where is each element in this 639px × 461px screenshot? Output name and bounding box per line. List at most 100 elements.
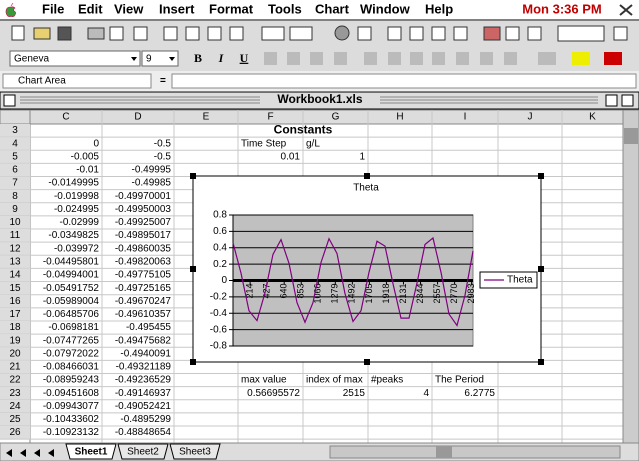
cut-button[interactable] (163, 26, 178, 41)
selection-handle[interactable] (190, 266, 196, 272)
font-dropdown[interactable] (131, 57, 137, 61)
borders-button[interactable] (538, 52, 556, 65)
outdent-button[interactable] (504, 52, 517, 65)
column-header[interactable]: F (267, 112, 273, 123)
cell[interactable]: max value (241, 375, 287, 386)
cell[interactable]: -0.039972 (54, 243, 99, 254)
sheet-tab-label[interactable]: Sheet3 (179, 447, 211, 458)
zoom-box[interactable] (557, 25, 605, 42)
menu-item[interactable]: Chart (315, 1, 350, 16)
decrease-decimal-button[interactable] (456, 52, 469, 65)
name-box[interactable] (2, 73, 152, 89)
format-painter-button[interactable] (229, 26, 244, 41)
cell[interactable]: -0.49995 (132, 165, 172, 176)
tab-scroll-arrow[interactable] (48, 449, 54, 457)
menu-item[interactable]: Edit (78, 1, 103, 16)
cell[interactable]: -0.0349825 (48, 230, 99, 241)
cell[interactable]: -0.495455 (126, 322, 171, 333)
tab-scroll-arrow[interactable] (6, 449, 12, 457)
chart-wizard-button[interactable] (483, 26, 501, 41)
row-header[interactable]: 26 (9, 427, 21, 438)
function-button[interactable] (409, 26, 424, 41)
row-header[interactable]: 22 (9, 375, 21, 386)
cell[interactable]: index of max (306, 375, 363, 386)
cell[interactable]: 1 (359, 151, 365, 162)
map-button[interactable] (505, 26, 520, 41)
cell[interactable]: 2515 (343, 388, 366, 399)
row-header[interactable]: 14 (9, 270, 21, 281)
cell[interactable]: -0.49475682 (115, 335, 172, 346)
cell[interactable]: -0.10433602 (43, 414, 100, 425)
cell[interactable]: -0.49725165 (115, 283, 172, 294)
horizontal-scrollbar[interactable] (329, 445, 621, 459)
sheet-tab[interactable] (65, 443, 117, 460)
column-header[interactable]: H (396, 112, 403, 123)
new-button[interactable] (11, 25, 25, 41)
cell[interactable]: -0.4940091 (120, 348, 171, 359)
cell[interactable]: 0.01 (281, 151, 301, 162)
font-box[interactable] (9, 50, 141, 67)
merge-button[interactable] (334, 52, 347, 65)
sheet-tab[interactable] (117, 443, 169, 460)
help-button[interactable] (613, 26, 628, 41)
cell[interactable]: -0.49950003 (115, 204, 172, 215)
cell[interactable]: -0.5 (154, 151, 172, 162)
menu-item[interactable]: Insert (159, 1, 195, 16)
row-header[interactable]: 10 (9, 217, 21, 228)
row-header[interactable]: 9 (12, 204, 18, 215)
row-header[interactable]: 11 (10, 230, 21, 241)
cell[interactable]: -0.01 (76, 165, 99, 176)
cell[interactable]: -0.49236529 (115, 375, 172, 386)
increase-decimal-button[interactable] (432, 52, 445, 65)
cell[interactable]: g/L (306, 138, 320, 149)
cell[interactable]: -0.49985 (132, 178, 172, 189)
cell[interactable]: -0.49610357 (115, 309, 172, 320)
italic-button[interactable]: I (218, 51, 225, 65)
selection-handle[interactable] (538, 173, 544, 179)
row-header[interactable]: 19 (9, 335, 21, 346)
row-header[interactable]: 21 (9, 362, 21, 373)
cell[interactable]: -0.06485706 (43, 309, 100, 320)
cell[interactable]: -0.49925007 (115, 217, 172, 228)
row-header[interactable]: 5 (12, 151, 18, 162)
vertical-scrollbar[interactable] (622, 109, 639, 444)
cell[interactable]: -0.04495801 (43, 257, 100, 268)
open-button[interactable] (33, 27, 51, 40)
cell[interactable]: -0.04994001 (43, 270, 100, 281)
cell[interactable]: -0.0698181 (48, 322, 99, 333)
autosum-button[interactable] (387, 26, 402, 41)
scroll-thumb[interactable] (624, 128, 638, 144)
cell[interactable]: -0.09943077 (43, 401, 100, 412)
cell[interactable]: -0.4895299 (120, 414, 171, 425)
column-header[interactable]: D (134, 112, 141, 123)
row-header[interactable]: 13 (9, 257, 21, 268)
menu-item[interactable]: File (42, 1, 64, 16)
spelling-button[interactable] (133, 26, 148, 41)
column-header[interactable]: J (528, 112, 533, 123)
row-header[interactable]: 24 (9, 401, 21, 412)
cell[interactable]: -0.0149995 (48, 178, 99, 189)
save-button[interactable] (57, 26, 72, 41)
row-header[interactable]: 4 (12, 138, 18, 149)
column-header[interactable]: E (203, 112, 210, 123)
cell[interactable]: -0.08466031 (43, 362, 100, 373)
cell[interactable]: -0.49670247 (115, 296, 172, 307)
zoom-box-window[interactable] (605, 94, 618, 107)
selection-handle[interactable] (538, 266, 544, 272)
cell[interactable]: -0.5 (154, 138, 172, 149)
selection-handle[interactable] (190, 359, 196, 365)
selection-handle[interactable] (190, 173, 196, 179)
cell[interactable]: -0.08959243 (43, 375, 100, 386)
sort-asc-button[interactable] (431, 26, 446, 41)
cell[interactable]: Constants (274, 123, 333, 137)
cell[interactable]: -0.49860035 (115, 243, 172, 254)
row-header[interactable]: 8 (12, 191, 18, 202)
drawing-button[interactable] (527, 26, 542, 41)
row-header[interactable]: 15 (9, 283, 21, 294)
row-header[interactable]: 12 (9, 243, 21, 254)
comma-button[interactable] (410, 52, 423, 65)
row-header[interactable]: 18 (9, 322, 21, 333)
row-header[interactable]: 16 (9, 296, 21, 307)
cell[interactable]: -0.07972022 (43, 348, 100, 359)
cell[interactable]: -0.05989004 (43, 296, 100, 307)
